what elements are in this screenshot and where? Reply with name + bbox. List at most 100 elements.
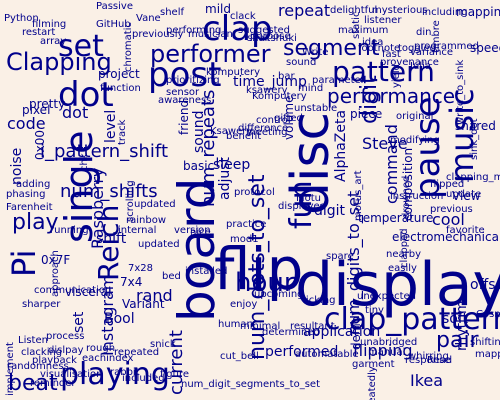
word-cloud-word: previously [132,29,184,40]
word-cloud-word: shift [96,231,127,247]
word-cloud-word: filming [32,19,67,30]
word-cloud-word: suggested [238,25,291,36]
word-cloud-word: static [351,11,362,39]
word-cloud-word: i_pattern_shift [40,141,169,162]
word-cloud-word: sleep [213,157,251,173]
word-cloud-word: listener [364,15,402,26]
word-cloud-word: included [122,373,165,384]
word-cloud-word: rainbow [126,215,166,226]
word-cloud-word: Pi [5,249,43,277]
word-cloud-word: fast [382,49,401,60]
word-cloud-word: prioritizing [166,75,220,86]
word-cloud-word: response [405,355,451,366]
word-cloud-word: time_jump [233,74,307,90]
word-cloud-word: restart [22,27,56,38]
word-cloud-word: application [303,324,381,340]
word-cloud-word: basic [183,159,215,173]
word-cloud-word: pattern [332,55,435,88]
word-cloud-word: repeatedly [367,366,378,400]
word-cloud-word: piece [350,107,383,121]
word-cloud-word: tiny [365,305,384,316]
word-cloud-word: instruction [390,191,444,202]
word-cloud-word: clapping_music [446,172,500,183]
word-cloud-word: human [218,319,253,330]
word-cloud-word: dot [62,103,89,122]
word-cloud-word: upcoming [254,289,304,300]
word-cloud-word: hour [235,268,295,298]
word-cloud-word: code [7,114,46,133]
word-cloud-word: 7x28 [128,263,154,274]
word-cloud-word: Clapping [6,48,112,76]
word-cloud-word: whirring [408,351,449,362]
word-cloud-word: Julia [410,61,431,72]
word-cloud-word: figure [160,369,190,380]
word-cloud-word: modifying [390,135,440,146]
word-cloud-word: beat [8,371,58,396]
word-cloud-word: purpose [250,31,291,42]
word-cloud-word: Ksawery [210,126,253,137]
word-cloud-word: electromechanical [392,230,500,244]
word-cloud-word: footnote [358,43,401,54]
word-cloud-word: spare [326,251,354,262]
word-cloud-word: num_digit_segments_to_set [181,379,320,390]
word-cloud-word: idea [362,37,384,48]
word-cloud-word: Ikea [410,371,444,390]
word-cloud-word: Motu [296,193,322,204]
word-cloud-word: set [71,311,87,333]
word-cloud-word: mind [298,83,324,94]
word-cloud-word: provenance [380,57,439,68]
word-cloud-word: performer [150,40,271,68]
word-cloud-word: enjoy [230,299,258,310]
word-cloud-word: programmed [414,41,479,52]
word-cloud-word: clap_pattern [324,302,500,337]
word-cloud-word: protocol [234,187,275,198]
word-cloud-word: Write [302,47,329,58]
word-cloud-word: num_shifts [60,181,158,202]
word-cloud-word: displayed [278,201,327,212]
word-cloud-word: benefit [226,131,262,142]
word-cloud-word: nice [190,227,211,238]
word-cloud-word: mapping [456,5,500,19]
word-cloud-word: unabridged [360,337,418,348]
word-cloud-word: function [100,83,141,94]
word-cloud-word: chk [79,153,90,171]
word-cloud-word: post [148,55,222,95]
word-cloud-word: Read [427,355,453,366]
word-cloud-word: rand [136,286,173,305]
word-cloud-word: resultant [290,321,335,332]
word-cloud-word: clack [230,11,256,22]
word-cloud-word: adding [16,179,51,190]
word-cloud-word: implement [5,342,16,396]
word-cloud-word: unstable [294,103,338,114]
word-cloud-word: timbre [431,20,442,53]
word-cloud-word: sharper [22,299,61,310]
word-cloud-word: snick [150,339,176,350]
word-cloud-word: 7x4 [120,275,143,289]
word-cloud-word: 0x00 [33,129,47,160]
word-cloud-word: pixel [22,103,51,117]
word-cloud-word: dislpay [48,345,84,356]
word-cloud-word: sound [286,57,317,68]
word-cloud-word: automatable [295,349,359,360]
word-cloud-word: Farenheit [6,202,53,213]
word-cloud-word: visualisation [40,369,103,380]
word-cloud-word: komputery [206,67,261,78]
word-cloud-word: Cosmo [476,309,500,320]
word-cloud-word: sound [191,110,207,154]
word-cloud-word: repeat [278,1,331,20]
word-cloud-word: Steve [362,134,408,153]
word-cloud-word: playing [60,357,170,392]
word-cloud-word: Komputery [252,91,307,102]
word-cloud-word: variance [410,47,454,58]
word-cloud-word: playback [32,355,77,366]
word-cloud-word: practice [226,219,267,230]
word-cloud-word: Bool [104,311,135,327]
word-cloud-word: original [396,111,434,122]
word-cloud-word: process [46,331,85,342]
word-cloud-word: maximum [338,25,389,36]
word-cloud-word: favorite [446,225,485,236]
word-cloud-word: Vane [136,13,161,24]
word-cloud-word: including [422,7,468,18]
word-cloud-word: toggled [398,43,437,54]
